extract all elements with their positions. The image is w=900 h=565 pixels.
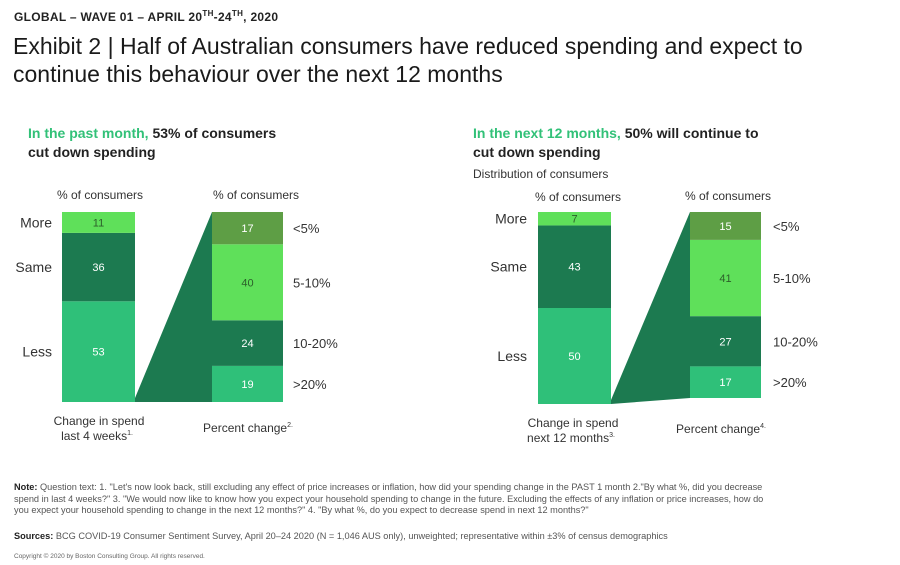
left-col1-label: % of consumers: [57, 188, 143, 202]
left-main-label-same: Same: [15, 259, 52, 275]
right-detail-value-5-10: 41: [719, 273, 731, 285]
right-connector-wedge: [611, 212, 690, 404]
right-main-label-more: More: [495, 211, 527, 227]
right-col1-caption-line1: Change in spend: [528, 416, 619, 430]
right-detail-label-5: <5%: [773, 219, 800, 234]
right-main-value-less: 50: [568, 351, 580, 363]
right-detail-bar-10-20: [690, 316, 761, 367]
charts-canvas: % of consumers % of consumers % of consu…: [15, 188, 818, 445]
left-connector-wedge: [135, 212, 212, 402]
left-main-label-more: More: [20, 214, 52, 230]
right-detail-label-10-20: 10-20%: [773, 334, 818, 349]
left-detail-bar-10-20: [212, 320, 283, 366]
left-detail-label-20: >20%: [293, 377, 327, 392]
right-detail-value-20: 17: [719, 377, 731, 389]
left-col2-caption: Percent change2.: [203, 421, 293, 435]
right-detail-bar-20: [690, 366, 761, 398]
right-col2-caption: Percent change4.: [676, 422, 766, 436]
left-detail-bar-20: [212, 365, 283, 402]
left-main-bar-less: [62, 301, 135, 402]
left-detail-bar-5-10: [212, 244, 283, 321]
kicker: GLOBAL – WAVE 01 – APRIL 20TH-24TH, 2020: [14, 9, 279, 24]
right-detail-value-5: 15: [719, 221, 731, 233]
right-detail-bar-5-10: [690, 239, 761, 317]
left-detail-value-20: 19: [241, 379, 253, 391]
left-col2-label: % of consumers: [213, 188, 299, 202]
left-main-value-same: 36: [92, 262, 104, 274]
stacked-bars: 53 Less 36 Same 11 More 19 >20% 24 10-20% 40 5-10% 1…: [15, 211, 818, 404]
right-main-value-same: 43: [568, 262, 580, 274]
right-main-label-same: Same: [490, 259, 527, 275]
right-main-label-less: Less: [497, 348, 527, 364]
left-main-label-less: Less: [22, 344, 52, 360]
distribution-subnote: Distribution of consumers: [473, 167, 609, 181]
right-main-bar-more: [538, 212, 611, 226]
right-col1-label: % of consumers: [535, 190, 621, 204]
footnote: Note: Question text: 1. "Let's now look …: [14, 482, 764, 515]
right-main-value-more: 7: [571, 214, 577, 226]
right-main-bar-less: [538, 308, 611, 404]
left-col1-caption-line2: last 4 weeks1.: [61, 429, 133, 443]
left-main-value-less: 53: [92, 347, 104, 359]
right-main-bar-same: [538, 225, 611, 308]
right-col2-label: % of consumers: [685, 189, 771, 203]
left-panel-heading: In the past month, 53% of consumers cut …: [28, 125, 277, 160]
left-detail-label-10-20: 10-20%: [293, 336, 338, 351]
right-panel-heading: In the next 12 months, 50% will continue…: [473, 125, 759, 160]
left-detail-label-5-10: 5-10%: [293, 275, 331, 290]
copyright: Copyright © 2020 by Boston Consulting Gr…: [14, 553, 205, 560]
right-detail-value-10-20: 27: [719, 336, 731, 348]
left-detail-label-5: <5%: [293, 221, 320, 236]
right-detail-label-20: >20%: [773, 375, 807, 390]
left-main-bar-more: [62, 212, 135, 233]
left-detail-value-5-10: 40: [241, 277, 253, 289]
page-title: Exhibit 2 | Half of Australian consumers…: [13, 33, 803, 87]
right-col1-caption-line2: next 12 months3.: [527, 431, 615, 445]
right-detail-label-5-10: 5-10%: [773, 271, 811, 286]
left-col1-caption-line1: Change in spend: [54, 414, 145, 428]
left-detail-bar-5: [212, 212, 283, 245]
left-main-bar-same: [62, 232, 135, 302]
right-detail-bar-5: [690, 212, 761, 240]
left-detail-value-10-20: 24: [241, 338, 253, 350]
sources: Sources: BCG COVID-19 Consumer Sentiment…: [14, 531, 668, 541]
left-main-value-more: 11: [93, 217, 104, 229]
left-detail-value-5: 17: [241, 223, 253, 235]
